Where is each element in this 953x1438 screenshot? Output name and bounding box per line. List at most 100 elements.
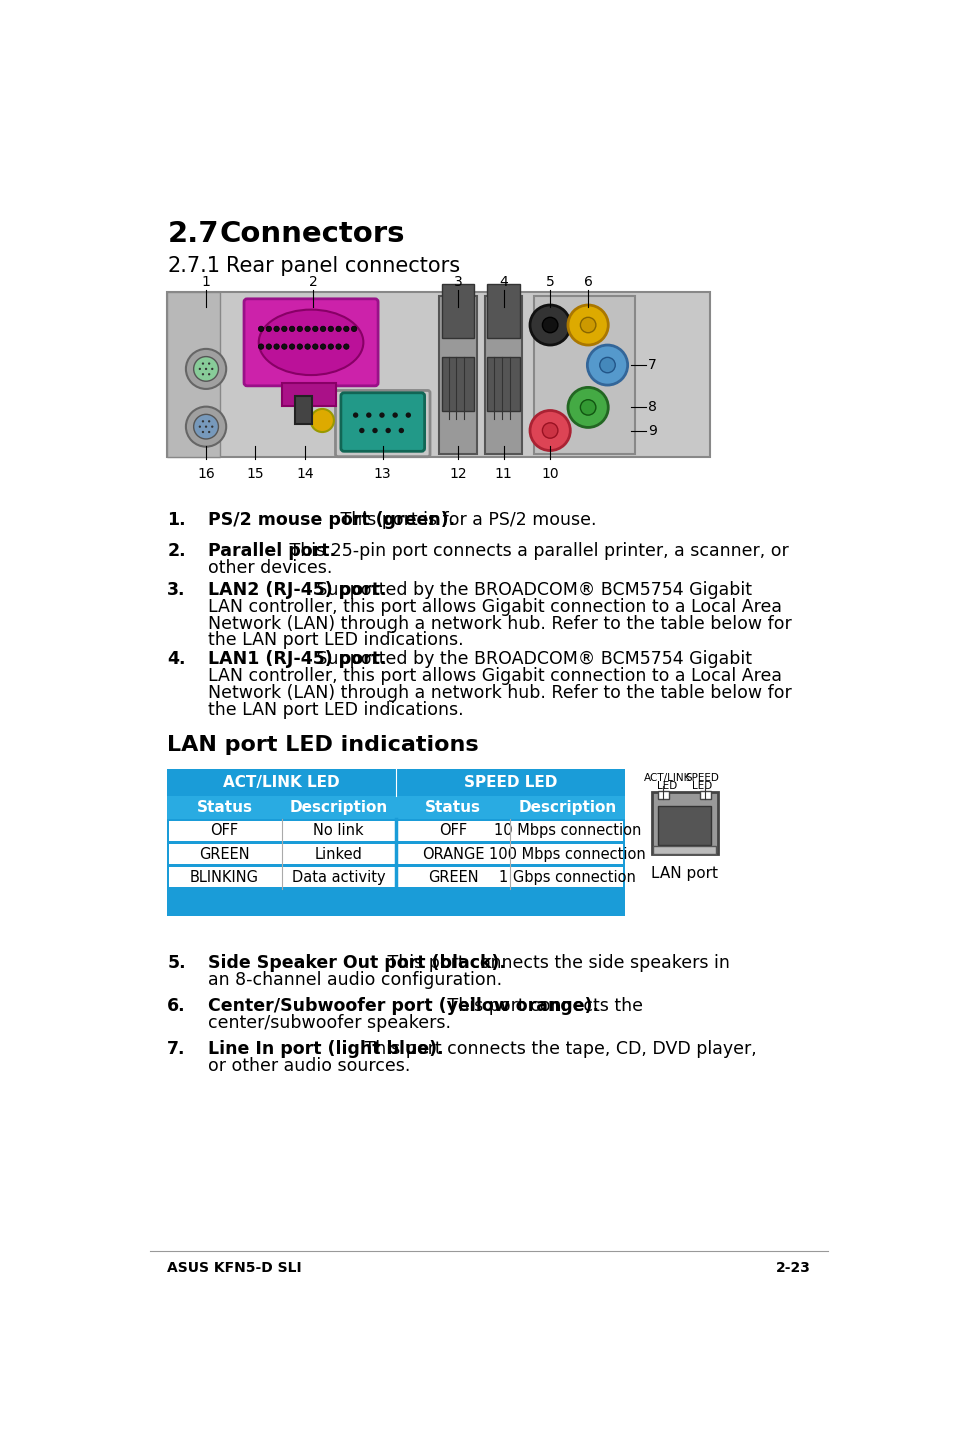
Text: ACT/LINK: ACT/LINK	[643, 774, 690, 784]
Text: 15: 15	[246, 467, 263, 480]
Text: 2.7: 2.7	[167, 220, 218, 249]
Bar	[441, 285, 474, 338]
Text: Network (LAN) through a network hub. Refer to the table below for: Network (LAN) through a network hub. Ref…	[208, 684, 791, 702]
Circle shape	[343, 344, 349, 349]
Circle shape	[205, 368, 207, 370]
Text: Status: Status	[196, 801, 253, 815]
Bar	[282, 383, 335, 406]
Circle shape	[358, 429, 364, 433]
Text: 14: 14	[296, 467, 314, 480]
Circle shape	[258, 326, 264, 332]
Text: 2.7.1: 2.7.1	[167, 256, 220, 276]
Text: This port connects the tape, CD, DVD player,: This port connects the tape, CD, DVD pla…	[359, 1040, 757, 1058]
Circle shape	[296, 344, 302, 349]
Circle shape	[567, 387, 608, 427]
Text: 1: 1	[201, 275, 211, 289]
Circle shape	[193, 357, 218, 381]
Circle shape	[398, 429, 404, 433]
Circle shape	[281, 344, 287, 349]
Bar	[653, 847, 716, 854]
Circle shape	[530, 410, 570, 450]
Text: 5.: 5.	[167, 953, 186, 972]
Text: 13: 13	[374, 467, 391, 480]
Text: This 25-pin port connects a parallel printer, a scanner, or: This 25-pin port connects a parallel pri…	[283, 542, 787, 561]
Text: 16: 16	[197, 467, 214, 480]
Text: 6.: 6.	[167, 997, 186, 1015]
Text: Rear panel connectors: Rear panel connectors	[226, 256, 460, 276]
Circle shape	[266, 344, 272, 349]
Text: LAN controller, this port allows Gigabit connection to a Local Area: LAN controller, this port allows Gigabit…	[208, 667, 781, 684]
FancyBboxPatch shape	[244, 299, 377, 385]
Text: 7.: 7.	[167, 1040, 186, 1058]
Text: 10: 10	[540, 467, 558, 480]
Circle shape	[202, 420, 204, 423]
Text: the LAN port LED indications.: the LAN port LED indications.	[208, 631, 463, 650]
Text: Side Speaker Out port (black).: Side Speaker Out port (black).	[208, 953, 506, 972]
Circle shape	[208, 372, 210, 375]
Circle shape	[599, 358, 615, 372]
Circle shape	[289, 344, 294, 349]
Circle shape	[392, 413, 397, 418]
Text: 4.: 4.	[167, 650, 186, 669]
Bar	[167, 797, 624, 820]
Circle shape	[202, 362, 204, 365]
Circle shape	[258, 344, 264, 349]
Ellipse shape	[258, 309, 363, 375]
Circle shape	[208, 431, 210, 433]
Text: 11: 11	[495, 467, 512, 480]
Circle shape	[579, 318, 596, 332]
Circle shape	[335, 326, 341, 332]
Text: Supported by the BROADCOM® BCM5754 Gigabit: Supported by the BROADCOM® BCM5754 Gigab…	[311, 581, 752, 598]
Text: Supported by the BROADCOM® BCM5754 Gigabit: Supported by the BROADCOM® BCM5754 Gigab…	[311, 650, 752, 669]
Circle shape	[186, 407, 226, 447]
Bar	[167, 292, 220, 457]
Circle shape	[328, 344, 334, 349]
Circle shape	[274, 326, 279, 332]
Text: GREEN: GREEN	[427, 870, 477, 884]
Text: other devices.: other devices.	[208, 559, 333, 577]
Circle shape	[320, 326, 325, 332]
Circle shape	[198, 426, 201, 429]
Text: OFF: OFF	[438, 824, 467, 838]
Text: Center/Subwoofer port (yellow orange).: Center/Subwoofer port (yellow orange).	[208, 997, 598, 1015]
Text: BLINKING: BLINKING	[190, 870, 258, 884]
Text: 6: 6	[583, 275, 592, 289]
Circle shape	[542, 423, 558, 439]
Text: Data activity: Data activity	[292, 870, 385, 884]
Circle shape	[313, 344, 317, 349]
Bar	[487, 285, 519, 338]
Text: 2.: 2.	[167, 542, 186, 561]
Bar	[484, 296, 521, 453]
Circle shape	[385, 429, 391, 433]
Text: This port connects the side speakers in: This port connects the side speakers in	[381, 953, 729, 972]
Bar	[167, 769, 624, 916]
Circle shape	[208, 362, 210, 365]
Text: LAN controller, this port allows Gigabit connection to a Local Area: LAN controller, this port allows Gigabit…	[208, 598, 781, 615]
Circle shape	[205, 426, 207, 429]
Text: 12: 12	[449, 467, 466, 480]
Circle shape	[320, 344, 325, 349]
Circle shape	[567, 305, 608, 345]
Circle shape	[208, 420, 210, 423]
Bar	[169, 844, 622, 864]
Text: center/subwoofer speakers.: center/subwoofer speakers.	[208, 1014, 451, 1032]
Text: No link: No link	[314, 824, 364, 838]
Text: LED: LED	[691, 781, 712, 791]
Text: Parallel port.: Parallel port.	[208, 542, 336, 561]
Bar	[167, 769, 624, 797]
Circle shape	[211, 368, 213, 370]
Text: 1.: 1.	[167, 512, 186, 529]
Circle shape	[542, 318, 558, 332]
Circle shape	[313, 326, 317, 332]
Circle shape	[405, 413, 411, 418]
Circle shape	[311, 408, 334, 431]
Text: LAN2 (RJ-45) port.: LAN2 (RJ-45) port.	[208, 581, 387, 598]
Circle shape	[343, 326, 349, 332]
Text: SPEED: SPEED	[684, 774, 719, 784]
Bar	[534, 296, 634, 453]
Text: PS/2 mouse port (green).: PS/2 mouse port (green).	[208, 512, 455, 529]
Circle shape	[266, 326, 272, 332]
Text: 3.: 3.	[167, 581, 186, 598]
Text: 4: 4	[498, 275, 508, 289]
Text: 100 Mbps connection: 100 Mbps connection	[489, 847, 645, 861]
